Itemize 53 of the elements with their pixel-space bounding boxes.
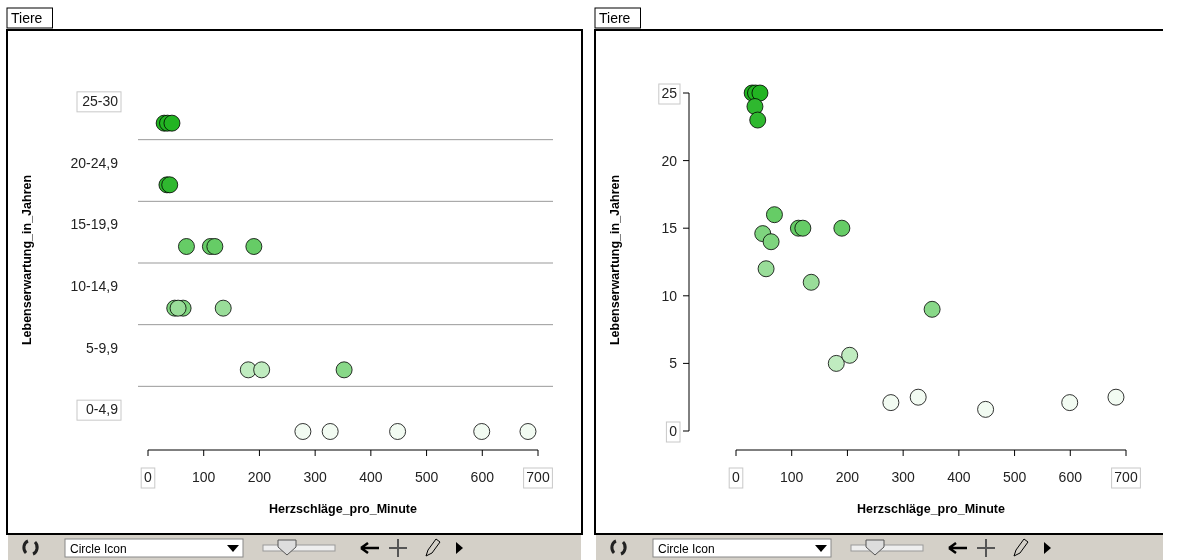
point xyxy=(833,219,851,237)
point xyxy=(977,400,994,418)
x-tick-label: 600 xyxy=(470,469,495,485)
y-tick-label: 20 xyxy=(661,152,678,169)
x-axis-title: Herzschläge_pro_Minute xyxy=(857,502,1006,516)
x-tick-label: 400 xyxy=(359,469,383,485)
y-axis-title: Lebenserwartung_in_Jahren xyxy=(608,174,622,346)
point xyxy=(882,394,900,412)
y-tick-label: 0 xyxy=(669,423,678,439)
x-tick-label: 500 xyxy=(1002,469,1027,485)
point xyxy=(751,84,769,102)
point xyxy=(749,111,767,129)
point xyxy=(923,300,941,318)
y-tick-label: 10 xyxy=(661,287,678,304)
point xyxy=(757,260,775,278)
text: Tiere xyxy=(11,10,43,26)
y-tick-label: 0-4,9 xyxy=(86,401,119,418)
x-tick-label: 200 xyxy=(247,469,272,485)
x-tick-label: 0 xyxy=(732,469,741,485)
x-tick-label: 300 xyxy=(891,469,916,485)
y-tick-label: 20-24,9 xyxy=(70,154,119,171)
point xyxy=(762,233,780,251)
x-tick-label: 0 xyxy=(144,469,153,485)
y-tick-label: 10-14,9 xyxy=(70,277,119,294)
text: Circle Icon xyxy=(658,542,715,556)
x-tick-label: 100 xyxy=(780,469,804,485)
x-axis-title: Herzschläge_pro_Minute xyxy=(269,502,418,516)
point xyxy=(1107,388,1125,406)
point xyxy=(746,98,764,115)
y-tick-label: 15 xyxy=(661,220,678,237)
text: Tiere xyxy=(599,10,631,26)
y-tick-label: 5 xyxy=(669,355,678,372)
x-tick-label: 600 xyxy=(1058,469,1083,485)
point xyxy=(766,206,783,224)
y-tick-label: 15-19,9 xyxy=(70,216,119,233)
x-tick-label: 700 xyxy=(1114,469,1138,485)
text: Circle Icon xyxy=(70,542,127,556)
point xyxy=(1061,394,1079,412)
x-tick-label: 300 xyxy=(303,469,328,485)
point xyxy=(841,346,859,364)
point xyxy=(909,388,927,406)
y-tick-label: 25-30 xyxy=(82,92,119,109)
x-tick-label: 200 xyxy=(835,469,860,485)
x-tick-label: 500 xyxy=(414,469,439,485)
y-tick-label: 25 xyxy=(661,85,678,101)
point xyxy=(802,273,820,291)
y-tick-label: 5-9,9 xyxy=(86,339,119,356)
point xyxy=(827,355,845,372)
point xyxy=(794,219,812,237)
x-tick-label: 700 xyxy=(526,469,550,485)
x-tick-label: 400 xyxy=(947,469,971,485)
x-tick-label: 100 xyxy=(192,469,216,485)
y-axis-title: Lebenserwartung_in_Jahren xyxy=(20,174,34,346)
